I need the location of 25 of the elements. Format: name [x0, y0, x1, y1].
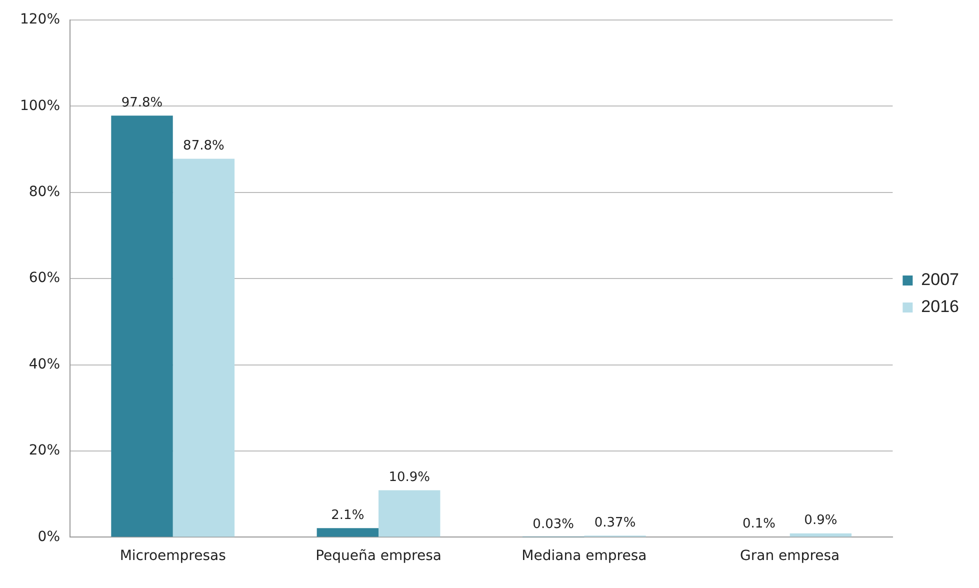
y-tick-label: 0% [38, 528, 60, 545]
data-label: 0.1% [742, 516, 776, 532]
y-tick-label: 100% [20, 98, 60, 114]
data-label: 2.1% [331, 508, 364, 524]
bar [172, 158, 235, 537]
data-label: 97.8% [121, 96, 163, 111]
bar [378, 490, 440, 537]
y-tick-label: 60% [28, 270, 60, 286]
data-label: 0.37% [594, 515, 636, 530]
legend-label: 2007 [921, 270, 960, 290]
x-tick-label: Microempresas [120, 548, 226, 564]
y-tick-label: 120% [20, 12, 60, 28]
y-tick-label: 80% [28, 184, 60, 200]
x-tick-label: Mediana empresa [522, 548, 647, 564]
y-tick-label: 20% [28, 442, 60, 459]
x-tick-label: Gran empresa [740, 548, 840, 564]
bar [111, 116, 173, 537]
data-label: 0.03% [532, 516, 574, 532]
data-label: 10.9% [388, 470, 430, 486]
bar [316, 528, 379, 537]
y-tick-label: 40% [28, 356, 60, 372]
legend-label: 2016 [921, 297, 960, 316]
x-tick-label: Pequeña empresa [316, 548, 442, 564]
data-label: 0.9% [804, 513, 838, 528]
data-label: 87.8% [183, 138, 224, 154]
